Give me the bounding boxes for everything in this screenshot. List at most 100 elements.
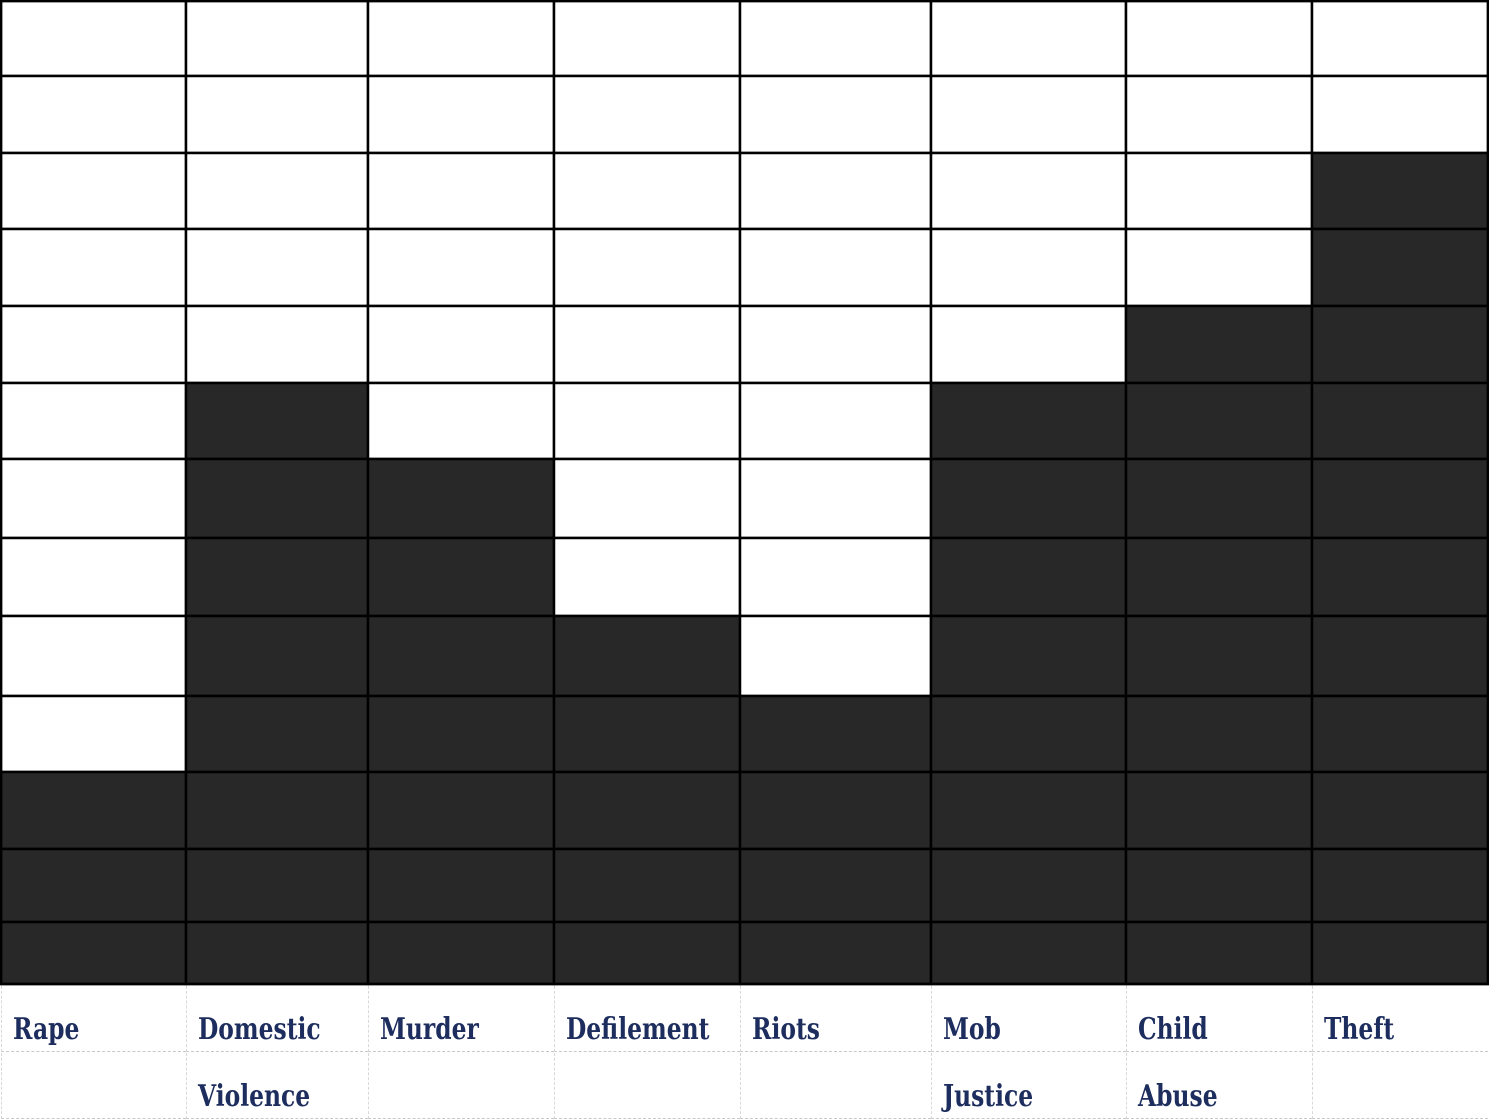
bar-cell-filled	[1310, 847, 1489, 924]
bar-cell-empty	[738, 457, 933, 540]
bar-cell-filled	[1310, 151, 1489, 231]
bar-cell-filled	[366, 847, 556, 924]
bar-cell-empty	[0, 614, 188, 698]
bar-cell-filled	[738, 694, 933, 774]
bar-cell-filled	[929, 536, 1128, 618]
category-label-text: Rape	[13, 1012, 80, 1047]
bar-cell-empty	[184, 0, 370, 78]
bar-cell-empty	[366, 74, 556, 155]
bar-cell-empty	[738, 304, 933, 385]
bar-cell-filled	[366, 536, 556, 618]
bar-cell-empty	[552, 457, 742, 540]
bar-cell-filled	[1310, 614, 1489, 698]
category-label-line: Violence	[186, 1053, 368, 1119]
bar-cell-filled	[1124, 770, 1314, 851]
bar-cell-empty	[552, 0, 742, 78]
bar-cell-filled	[1310, 770, 1489, 851]
bar-cell-empty	[0, 694, 188, 774]
bar-cell-empty	[1310, 74, 1489, 155]
category-label-text: Abuse	[1138, 1079, 1218, 1114]
bar-cell-empty	[1124, 151, 1314, 231]
bar-cell-filled	[0, 920, 188, 986]
bar-cell-empty	[1124, 0, 1314, 78]
category-label-line: Abuse	[1126, 1053, 1312, 1119]
bar-cell-filled	[738, 770, 933, 851]
bar-cell-empty	[366, 151, 556, 231]
cell-grid-chart	[0, 0, 1489, 986]
category-label-text: Justice	[943, 1079, 1034, 1114]
bar-cell-empty	[184, 227, 370, 308]
category-label-line	[1312, 1053, 1488, 1119]
bar-cell-filled	[184, 694, 370, 774]
bar-cell-empty	[552, 536, 742, 618]
bar-cell-filled	[929, 614, 1128, 698]
category-label-line: Murder	[368, 986, 554, 1052]
bar-cell-filled	[1310, 304, 1489, 385]
bar-cell-empty	[552, 381, 742, 461]
bar-cell-empty	[738, 381, 933, 461]
bar-cell-filled	[1310, 381, 1489, 461]
category-label-line	[368, 1053, 554, 1119]
category-label-line: Theft	[1312, 986, 1488, 1052]
bar-cell-filled	[929, 694, 1128, 774]
bar-cell-filled	[184, 770, 370, 851]
bar-cell-filled	[366, 920, 556, 986]
bar-cell-filled	[552, 770, 742, 851]
bar-cell-empty	[0, 457, 188, 540]
bar-cell-empty	[552, 151, 742, 231]
bar-cell-filled	[1310, 457, 1489, 540]
category-label-line	[740, 1053, 931, 1119]
bar-cell-empty	[929, 151, 1128, 231]
bar-cell-filled	[1310, 536, 1489, 618]
bar-cell-empty	[929, 74, 1128, 155]
bar-cell-filled	[929, 920, 1128, 986]
bar-cell-empty	[552, 304, 742, 385]
category-label: Defilement	[554, 986, 740, 1119]
bar-cell-empty	[552, 74, 742, 155]
category-label-line	[1, 1053, 186, 1119]
bar-cell-filled	[1124, 920, 1314, 986]
bar-cell-empty	[0, 0, 188, 78]
bar-cell-empty	[929, 0, 1128, 78]
bar-cell-filled	[552, 847, 742, 924]
bar-cell-empty	[738, 74, 933, 155]
bar-cell-filled	[184, 381, 370, 461]
category-label-line: Rape	[1, 986, 186, 1052]
chart-border	[0, 0, 1489, 986]
bar-cell-filled	[184, 614, 370, 698]
bar-cell-filled	[929, 847, 1128, 924]
category-label-text: Murder	[380, 1012, 479, 1047]
bar-cell-filled	[552, 694, 742, 774]
bar-cell-empty	[0, 227, 188, 308]
bar-cell-filled	[1124, 614, 1314, 698]
bar-cell-filled	[929, 457, 1128, 540]
bar-cell-empty	[184, 304, 370, 385]
bar-cell-filled	[929, 770, 1128, 851]
bar-cell-empty	[184, 151, 370, 231]
bar-cell-filled	[1124, 694, 1314, 774]
bar-cell-filled	[1124, 457, 1314, 540]
category-label-line: Child	[1126, 986, 1312, 1052]
category-label-line	[554, 1053, 740, 1119]
bar-cell-filled	[552, 614, 742, 698]
bar-cell-empty	[1124, 74, 1314, 155]
bar-cell-empty	[738, 536, 933, 618]
bar-cell-empty	[738, 227, 933, 308]
category-label-line: Domestic	[186, 986, 368, 1052]
category-label-text: Domestic	[198, 1012, 321, 1047]
category-label-line: Justice	[931, 1053, 1126, 1119]
bar-cell-filled	[184, 847, 370, 924]
bar-cell-filled	[1124, 304, 1314, 385]
bar-cell-empty	[929, 227, 1128, 308]
category-label-line: Mob	[931, 986, 1126, 1052]
bar-cell-filled	[0, 770, 188, 851]
bar-cell-filled	[1310, 694, 1489, 774]
category-label: Domestic Violence	[186, 986, 368, 1119]
bar-cell-empty	[1310, 0, 1489, 78]
bar-cell-filled	[738, 847, 933, 924]
bar-cell-filled	[552, 920, 742, 986]
bar-cell-empty	[366, 227, 556, 308]
bar-cell-filled	[1310, 227, 1489, 308]
bar-cell-empty	[184, 74, 370, 155]
category-label-text: Riots	[752, 1012, 820, 1047]
